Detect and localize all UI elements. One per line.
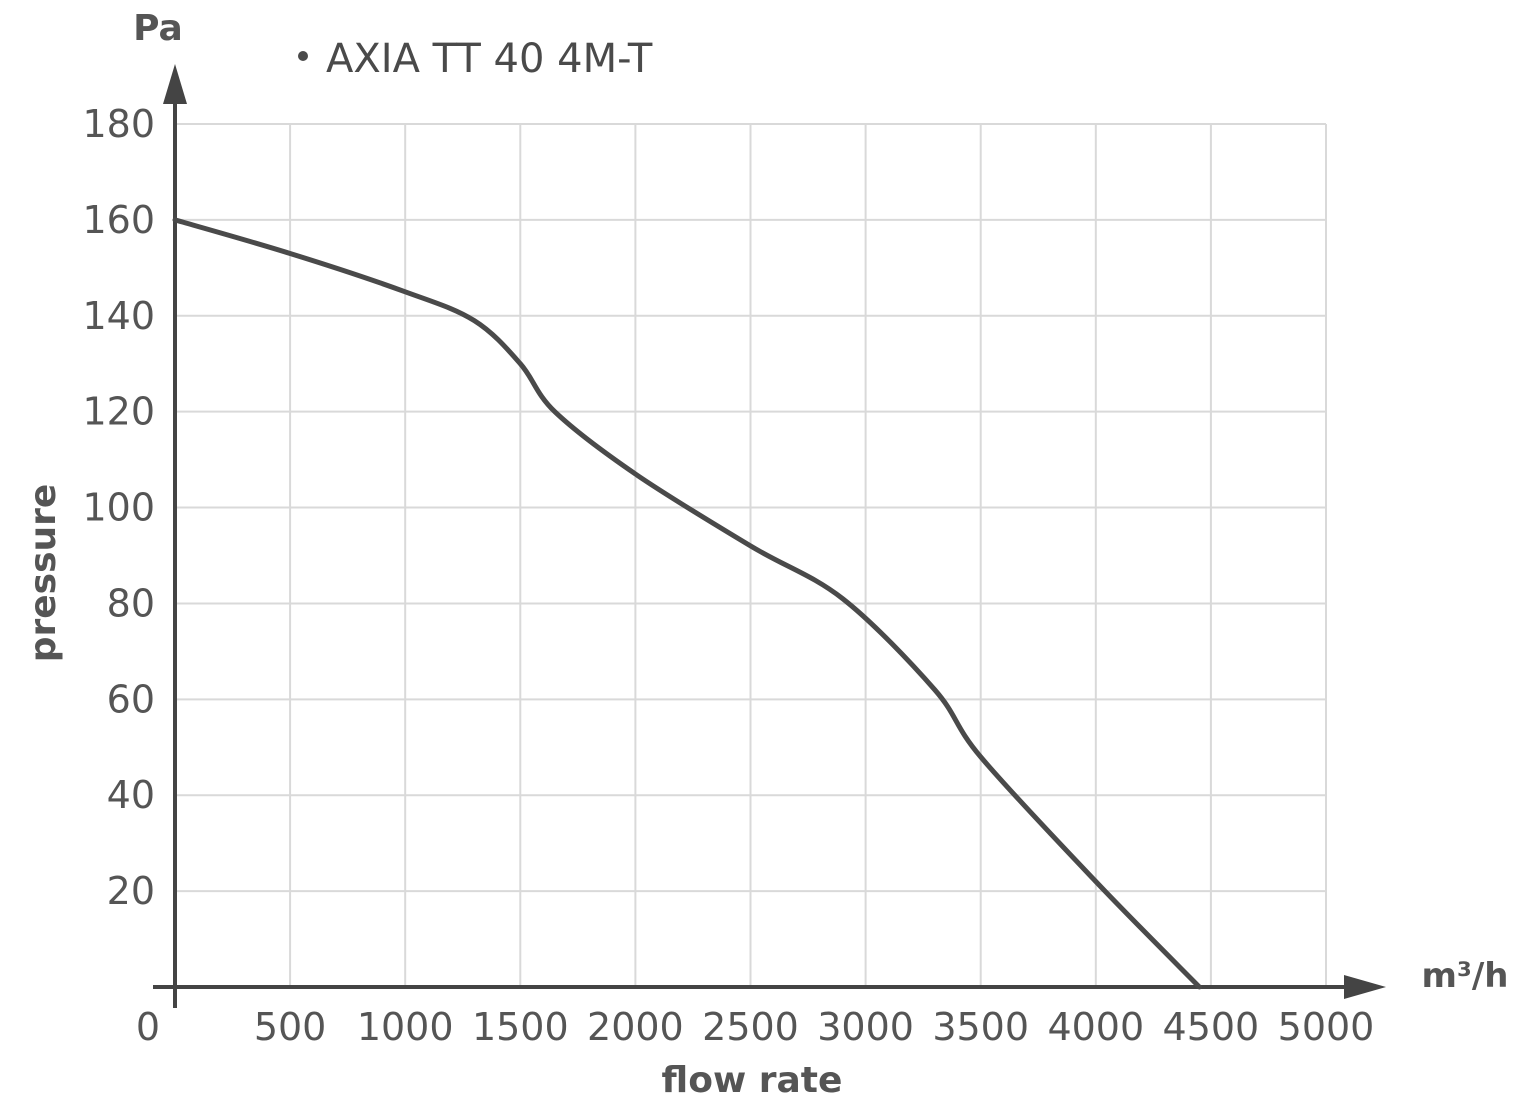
x-axis-title: flow rate: [662, 1060, 843, 1101]
series: [172, 217, 1202, 990]
y-tick-label: 120: [82, 390, 155, 434]
x-tick-label: 5000: [1278, 1005, 1375, 1049]
x-tick-label: 3500: [932, 1005, 1029, 1049]
y-tick-label: 140: [82, 294, 155, 338]
y-tick-label: 100: [82, 486, 155, 530]
x-tick-label: 4000: [1047, 1005, 1144, 1049]
y-tick-label: 20: [107, 869, 155, 913]
ticks: 0 500 1000 1500 2000 2500 3000 3500 4000 4500 5000…: [82, 102, 1374, 1049]
x-tick-label: 2500: [702, 1005, 799, 1049]
grid: [175, 123, 1327, 987]
legend-label: AXIA TT 40 4M-T: [326, 36, 653, 82]
x-tick-label: 2000: [587, 1005, 684, 1049]
x-tick-label: 0: [136, 1005, 160, 1049]
series-line: [172, 217, 1202, 990]
axes: [153, 64, 1386, 1008]
x-tick-label: 4500: [1163, 1005, 1260, 1049]
y-unit-label: Pa: [133, 8, 183, 49]
x-tick-label: 1000: [357, 1005, 454, 1049]
x-tick-label: 1500: [472, 1005, 569, 1049]
y-tick-label: 40: [107, 773, 155, 817]
y-tick-label: 80: [107, 581, 155, 625]
y-axis-title: pressure: [23, 484, 64, 663]
x-axis-arrow: [1344, 975, 1386, 999]
y-tick-label: 160: [82, 198, 155, 242]
x-unit-label: m³/h: [1422, 956, 1509, 996]
x-tick-label: 3000: [817, 1005, 914, 1049]
legend: AXIA TT 40 4M-T: [298, 36, 653, 82]
y-axis-arrow: [163, 64, 187, 104]
legend-marker: [298, 51, 308, 61]
x-tick-label: 500: [254, 1005, 327, 1049]
y-tick-label: 60: [107, 677, 155, 721]
y-tick-label: 180: [82, 102, 155, 146]
